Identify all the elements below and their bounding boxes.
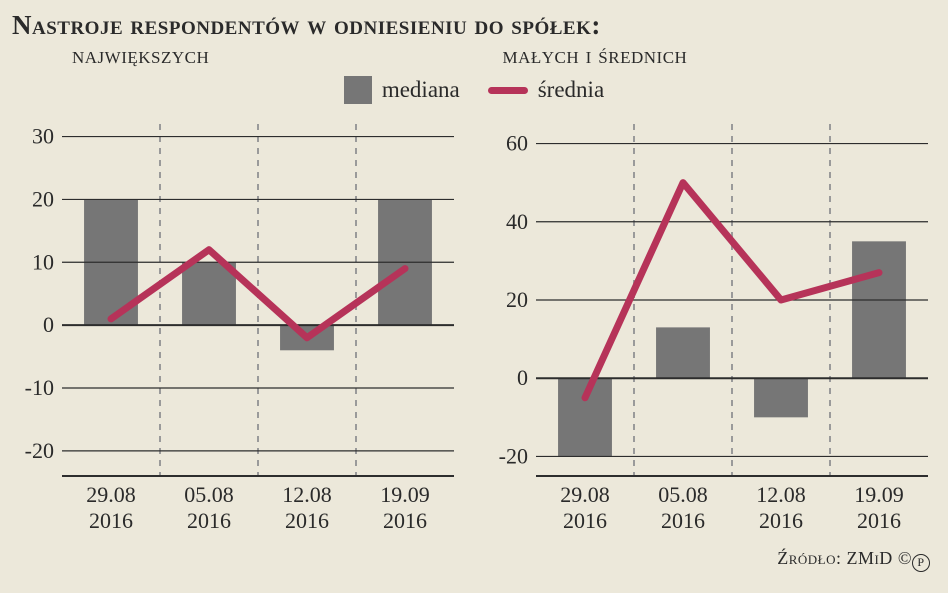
x-tick-label: 12.08 [282,482,332,507]
main-title: Nastroje respondentów w odniesieniu do s… [12,10,936,41]
x-tick-label: 29.08 [86,482,136,507]
legend: mediana średnia [12,76,936,104]
x-tick-label: 2016 [187,508,231,533]
y-tick-label: 40 [506,209,528,234]
legend-item-mean: średnia [488,77,604,103]
x-tick-label: 2016 [563,508,607,533]
y-tick-label: -20 [499,443,528,468]
median-swatch-icon [344,76,372,104]
y-tick-label: 0 [517,365,528,390]
x-tick-label: 2016 [89,508,133,533]
legend-median-label: mediana [382,77,460,103]
subtitle-right: małych i średnich [492,43,936,70]
x-tick-label: 05.08 [658,482,708,507]
bar [182,262,236,325]
y-tick-label: 0 [43,312,54,337]
copyright-p-icon: P [912,554,930,572]
x-tick-label: 05.08 [184,482,234,507]
bar [656,327,710,378]
y-tick-label: -10 [25,375,54,400]
x-tick-label: 19.09 [854,482,904,507]
x-tick-label: 2016 [383,508,427,533]
y-tick-label: 30 [32,124,54,149]
charts-row: -20-10010203029.08201605.08201612.082016… [12,116,936,546]
x-tick-label: 19.09 [380,482,430,507]
source-label: Źródło: ZMiD [777,548,893,568]
bar [754,378,808,417]
x-tick-label: 2016 [857,508,901,533]
x-tick-label: 2016 [285,508,329,533]
y-tick-label: 20 [506,287,528,312]
chart-left: -20-10010203029.08201605.08201612.082016… [12,116,462,546]
chart-right: -20020406029.08201605.08201612.08201619.… [486,116,936,546]
y-tick-label: 20 [32,186,54,211]
y-tick-label: 10 [32,249,54,274]
copyright-c-icon: © [898,548,912,568]
y-tick-label: -20 [25,438,54,463]
subtitles-row: największych małych i średnich [12,43,936,70]
footer: Źródło: ZMiD ©P [12,548,936,572]
mean-swatch-icon [488,87,528,94]
legend-mean-label: średnia [538,77,604,103]
y-tick-label: 60 [506,131,528,156]
x-tick-label: 29.08 [560,482,610,507]
legend-item-median: mediana [344,76,460,104]
x-tick-label: 12.08 [756,482,806,507]
x-tick-label: 2016 [661,508,705,533]
bar [852,241,906,378]
x-tick-label: 2016 [759,508,803,533]
subtitle-left: największych [12,43,492,70]
